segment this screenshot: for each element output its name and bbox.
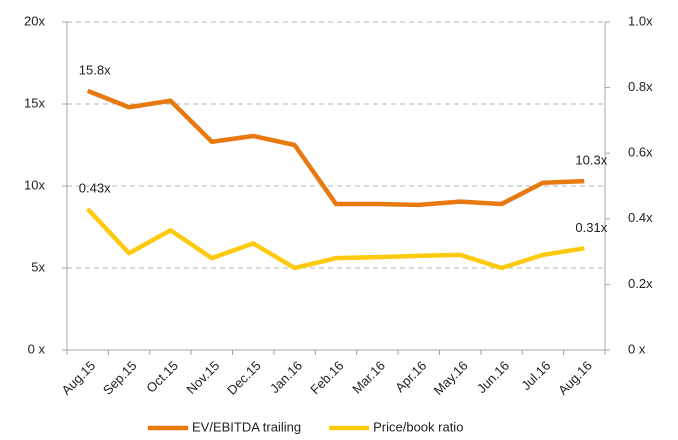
data-label: 15.8x [79, 62, 111, 77]
data-label: 10.3x [575, 153, 607, 168]
y2-tick-label: 0.6x [628, 145, 653, 160]
y2-tick-label: 0.4x [628, 210, 653, 225]
x-tick-label: Mar.16 [349, 358, 388, 397]
y-tick-label: 20x [24, 13, 45, 28]
x-tick-label: Feb.16 [307, 358, 346, 397]
series-line [86, 88, 585, 208]
x-tick-label: Jan.16 [267, 358, 305, 396]
y-tick-label: 5x [31, 259, 45, 274]
data-label: 0.43x [79, 180, 111, 195]
x-tick-label: Aug.15 [59, 358, 99, 398]
y-tick-label: 10x [24, 177, 45, 192]
x-tick-label: Oct.15 [143, 358, 181, 396]
y-tick-label: 0 x [28, 341, 46, 356]
y2-tick-label: 0 x [628, 341, 646, 356]
x-tick-label: Dec.15 [224, 358, 264, 398]
legend-label: EV/EBITDA trailing [192, 419, 301, 434]
x-tick-label: Nov.15 [183, 358, 222, 397]
y-tick-label: 15x [24, 95, 45, 110]
series-line [86, 207, 585, 271]
x-tick-label: Sep.15 [100, 358, 140, 398]
data-label: 0.31x [575, 220, 607, 235]
x-tick-label: Jun.16 [474, 358, 512, 396]
y2-tick-label: 0.2x [628, 276, 653, 291]
x-tick-label: Jul.16 [518, 358, 553, 393]
x-tick-label: May.16 [431, 358, 471, 398]
y2-tick-label: 0.8x [628, 79, 653, 94]
legend-label: Price/book ratio [373, 419, 463, 434]
y2-tick-label: 1.0x [628, 13, 653, 28]
x-tick-label: Apr.16 [392, 358, 429, 395]
x-tick-label: Aug.16 [555, 358, 595, 398]
